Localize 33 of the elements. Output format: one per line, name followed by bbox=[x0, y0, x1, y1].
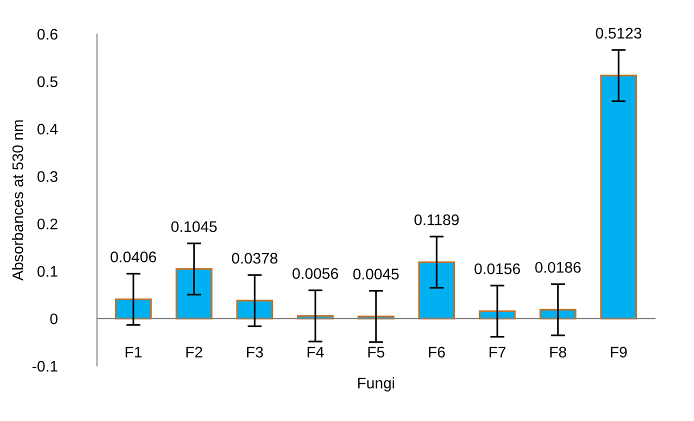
y-tick-label: 0.1 bbox=[37, 266, 58, 277]
y-tick-label: 0 bbox=[50, 313, 58, 324]
data-label: 0.1189 bbox=[414, 214, 459, 226]
x-tick-label: F8 bbox=[550, 346, 566, 358]
x-tick-label: F6 bbox=[428, 346, 445, 358]
y-axis-title: Absorbances at 530 nm bbox=[12, 120, 24, 281]
x-tick-label: F5 bbox=[368, 346, 384, 358]
data-label: 0.0378 bbox=[232, 252, 278, 264]
bar bbox=[600, 74, 638, 320]
x-tick-label: F2 bbox=[186, 346, 202, 358]
bar bbox=[114, 298, 152, 320]
x-tick-label: F9 bbox=[610, 346, 627, 358]
x-axis-title: Fungi bbox=[358, 377, 394, 392]
x-tick-label: F7 bbox=[490, 346, 506, 358]
x-tick-label: F4 bbox=[308, 346, 324, 358]
bar bbox=[418, 261, 456, 320]
bar bbox=[176, 268, 212, 320]
data-label: 0.0186 bbox=[535, 262, 581, 273]
data-label: 0.0056 bbox=[292, 268, 338, 279]
data-label: 0.0406 bbox=[110, 252, 156, 262]
x-tick-label: F3 bbox=[247, 346, 263, 358]
data-label: 0.1045 bbox=[171, 221, 217, 232]
x-tick-label: F1 bbox=[126, 346, 142, 358]
y-tick-label: 0.3 bbox=[37, 171, 58, 182]
y-tick-label: -0.1 bbox=[32, 360, 58, 372]
bar bbox=[236, 300, 274, 320]
data-label: 0.0045 bbox=[353, 268, 399, 280]
y-tick-label: 0.2 bbox=[37, 218, 58, 230]
data-label: 0.5123 bbox=[596, 28, 642, 39]
data-label: 0.0156 bbox=[474, 263, 520, 274]
y-tick-label: 0.6 bbox=[37, 28, 58, 40]
y-tick-label: 0.4 bbox=[37, 124, 58, 135]
y-tick-label: 0.5 bbox=[37, 76, 58, 88]
